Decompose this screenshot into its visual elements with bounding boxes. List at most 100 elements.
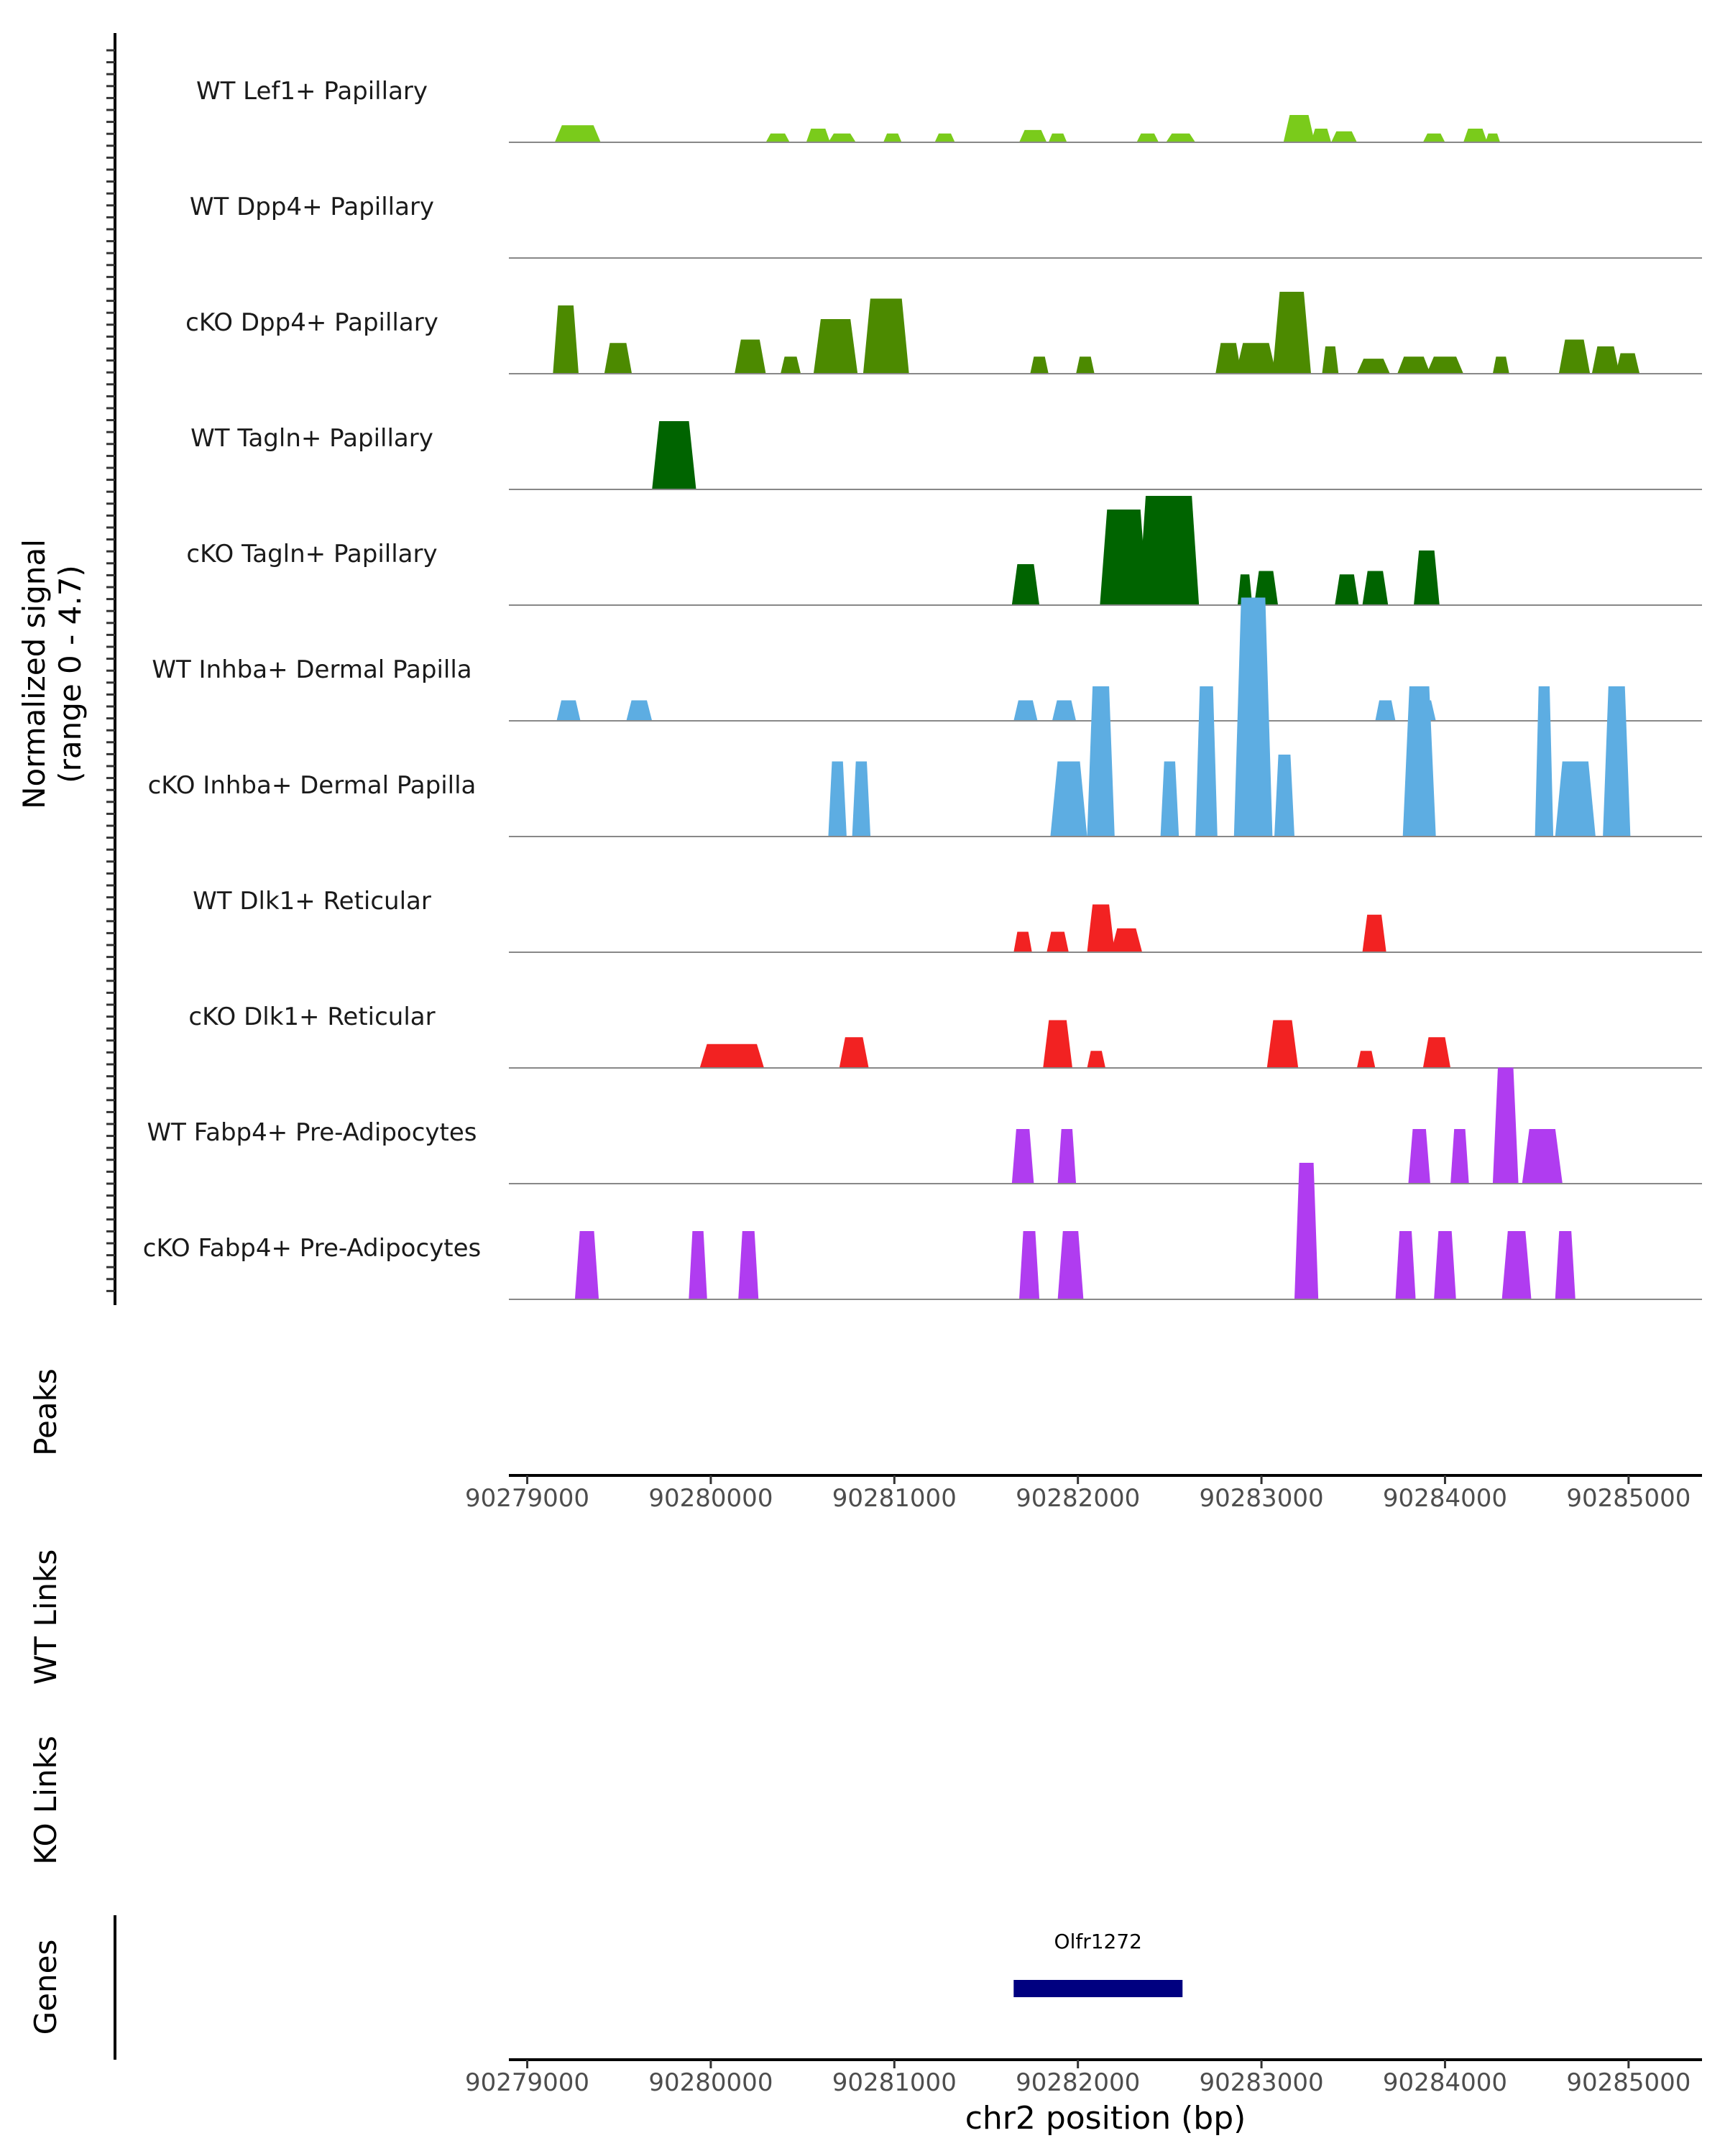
track-0-peak-10 [1283, 115, 1315, 142]
track-0-peak-3 [828, 133, 856, 142]
peaks-panel-label: Peaks [28, 1368, 63, 1456]
track-4-peak-6 [1362, 571, 1389, 605]
track-4: cKO Tagln+ Papillary [186, 496, 1702, 606]
track-2-peak-2 [735, 339, 766, 374]
track-label: cKO Dpp4+ Papillary [185, 308, 438, 337]
track-5-peak-4 [1375, 700, 1396, 721]
x-tick-label: 90281000 [832, 1484, 957, 1513]
track-0-peak-7 [1048, 133, 1067, 142]
track-6-peak-1 [852, 761, 871, 837]
track-2-peak-15 [1492, 356, 1509, 374]
track-2-peak-8 [1215, 343, 1241, 374]
gene-annotations: Olfr1272 [1013, 1930, 1183, 1997]
x-tick-label: 90282000 [1016, 2068, 1140, 2097]
track-9-peak-4 [1492, 1067, 1519, 1184]
x-tick-label: 90279000 [465, 1484, 589, 1513]
track-0: WT Lef1+ Papillary [196, 77, 1702, 143]
track-10-peak-7 [1434, 1231, 1456, 1299]
track-0-peak-5 [934, 133, 955, 142]
track-2-peak-14 [1426, 356, 1463, 374]
track-10-peak-2 [738, 1231, 759, 1299]
track-8-peak-1 [839, 1037, 869, 1068]
x-tick-label: 90282000 [1016, 1484, 1140, 1513]
track-label: WT Dlk1+ Reticular [193, 887, 431, 916]
x-tick-label: 90284000 [1383, 2068, 1507, 2097]
x-tick-label: 90285000 [1566, 1484, 1690, 1513]
track-9-peak-2 [1408, 1129, 1430, 1184]
track-label: WT Dpp4+ Papillary [190, 193, 434, 221]
track-7-peak-2 [1087, 904, 1115, 952]
track-10-peak-3 [1019, 1231, 1040, 1299]
track-9: WT Fabp4+ Pre-Adipocytes [147, 1067, 1702, 1184]
track-3-peak-0 [652, 421, 696, 489]
track-2-peak-1 [604, 343, 632, 374]
track-9-peak-0 [1011, 1129, 1034, 1184]
track-4-peak-0 [1011, 564, 1040, 605]
track-5-peak-0 [556, 700, 581, 721]
track-8-peak-6 [1422, 1037, 1451, 1068]
track-label: cKO Fabp4+ Pre-Adipocytes [143, 1234, 482, 1263]
track-10-peak-8 [1501, 1231, 1532, 1299]
track-2-peak-5 [862, 298, 909, 374]
x-tick-label: 90280000 [648, 1484, 773, 1513]
genes-panel-label: Genes [28, 1940, 63, 2035]
track-0-peak-14 [1463, 129, 1488, 142]
track-0-peak-1 [765, 133, 790, 142]
track-0-peak-2 [806, 129, 830, 142]
track-2-peak-18 [1616, 353, 1640, 374]
track-3: WT Tagln+ Papillary [190, 421, 1702, 490]
track-9-peak-5 [1522, 1129, 1563, 1184]
track-2-peak-12 [1356, 359, 1390, 374]
track-6-peak-5 [1195, 686, 1218, 837]
track-8-peak-3 [1087, 1051, 1105, 1068]
track-1: WT Dpp4+ Papillary [190, 193, 1702, 259]
signal-axis: Normalized signal (range 0 - 4.7) [17, 33, 116, 1305]
track-6-peak-4 [1160, 761, 1179, 837]
track-6: cKO Inhba+ Dermal Papilla [148, 597, 1702, 837]
track-7-peak-4 [1362, 914, 1386, 952]
track-10-peak-5 [1294, 1163, 1319, 1299]
track-0-peak-8 [1136, 133, 1159, 142]
x-tick-label: 90285000 [1566, 2068, 1690, 2097]
track-0-peak-11 [1311, 129, 1332, 142]
track-4-peak-3 [1237, 574, 1253, 605]
track-0-peak-12 [1331, 131, 1357, 142]
track-0-peak-0 [554, 125, 601, 142]
x-tick-label: 90280000 [648, 2068, 773, 2097]
track-2-peak-9 [1236, 343, 1276, 374]
x-tick-label: 90284000 [1383, 1484, 1507, 1513]
track-0-peak-6 [1019, 129, 1047, 142]
track-10-peak-0 [574, 1231, 599, 1299]
wt-links-panel-label: WT Links [28, 1549, 63, 1685]
track-0-peak-4 [883, 133, 902, 142]
track-4-peak-2 [1138, 496, 1200, 605]
track-2-peak-7 [1076, 356, 1095, 374]
track-2-peak-4 [813, 319, 858, 374]
track-2: cKO Dpp4+ Papillary [185, 292, 1702, 374]
x-axis-title: chr2 position (bp) [965, 2100, 1246, 2137]
signal-axis-label: Normalized signal [17, 539, 52, 809]
track-0-peak-13 [1422, 133, 1445, 142]
track-8-peak-4 [1266, 1020, 1299, 1068]
track-10-peak-6 [1395, 1231, 1416, 1299]
track-4-peak-1 [1100, 510, 1148, 605]
track-7-peak-1 [1046, 931, 1069, 952]
track-6-peak-6 [1233, 597, 1273, 837]
track-8: cKO Dlk1+ Reticular [188, 1003, 1702, 1069]
track-6-peak-8 [1402, 686, 1436, 837]
genes-x-axis-ticks: 90279000 90280000 90281000 90282000 90283000… [465, 2060, 1690, 2097]
peaks-x-axis: 90279000 90280000 90281000 90282000 90283000… [465, 1474, 1702, 1513]
gene-label: Olfr1272 [1054, 1930, 1142, 1953]
track-9-peak-3 [1450, 1129, 1469, 1184]
track-5-peak-2 [1013, 700, 1038, 721]
signal-axis-ticks [106, 49, 115, 1292]
track-label: WT Inhba+ Dermal Papilla [152, 655, 472, 684]
track-6-peak-9 [1535, 686, 1554, 837]
track-label: cKO Inhba+ Dermal Papilla [148, 771, 477, 800]
track-6-peak-2 [1050, 761, 1087, 837]
track-2-peak-0 [553, 305, 579, 374]
track-6-peak-3 [1087, 686, 1115, 837]
track-6-peak-7 [1274, 755, 1294, 837]
track-label: WT Tagln+ Papillary [190, 424, 433, 453]
